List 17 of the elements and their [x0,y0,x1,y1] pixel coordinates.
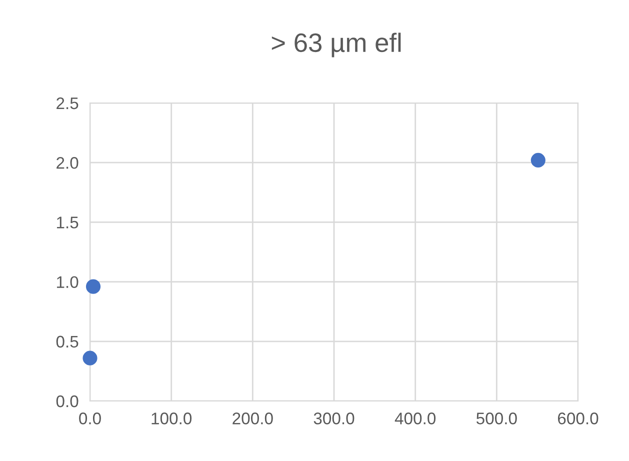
x-tick-label: 300.0 [314,412,354,424]
x-tick-label: 200.0 [232,412,273,424]
x-tick-label: 600.0 [558,412,598,424]
x-tick-label: 500.0 [476,412,517,424]
x-tick-label: 400.0 [394,412,436,424]
y-tick-label: 2.5 [56,97,78,110]
y-tick-label: 0.0 [56,395,78,408]
y-tick-label: 0.5 [56,336,78,348]
y-tick-label: 1.5 [56,216,78,228]
y-tick-label: 2.0 [56,157,78,169]
point [82,350,98,366]
point [530,152,546,168]
x-tick-label: 0.0 [79,412,101,424]
chart-title: > 63 µm efl [272,32,401,58]
y-tick-label: 1.0 [56,276,78,288]
point [86,279,101,294]
x-tick-label: 100.0 [152,412,192,424]
